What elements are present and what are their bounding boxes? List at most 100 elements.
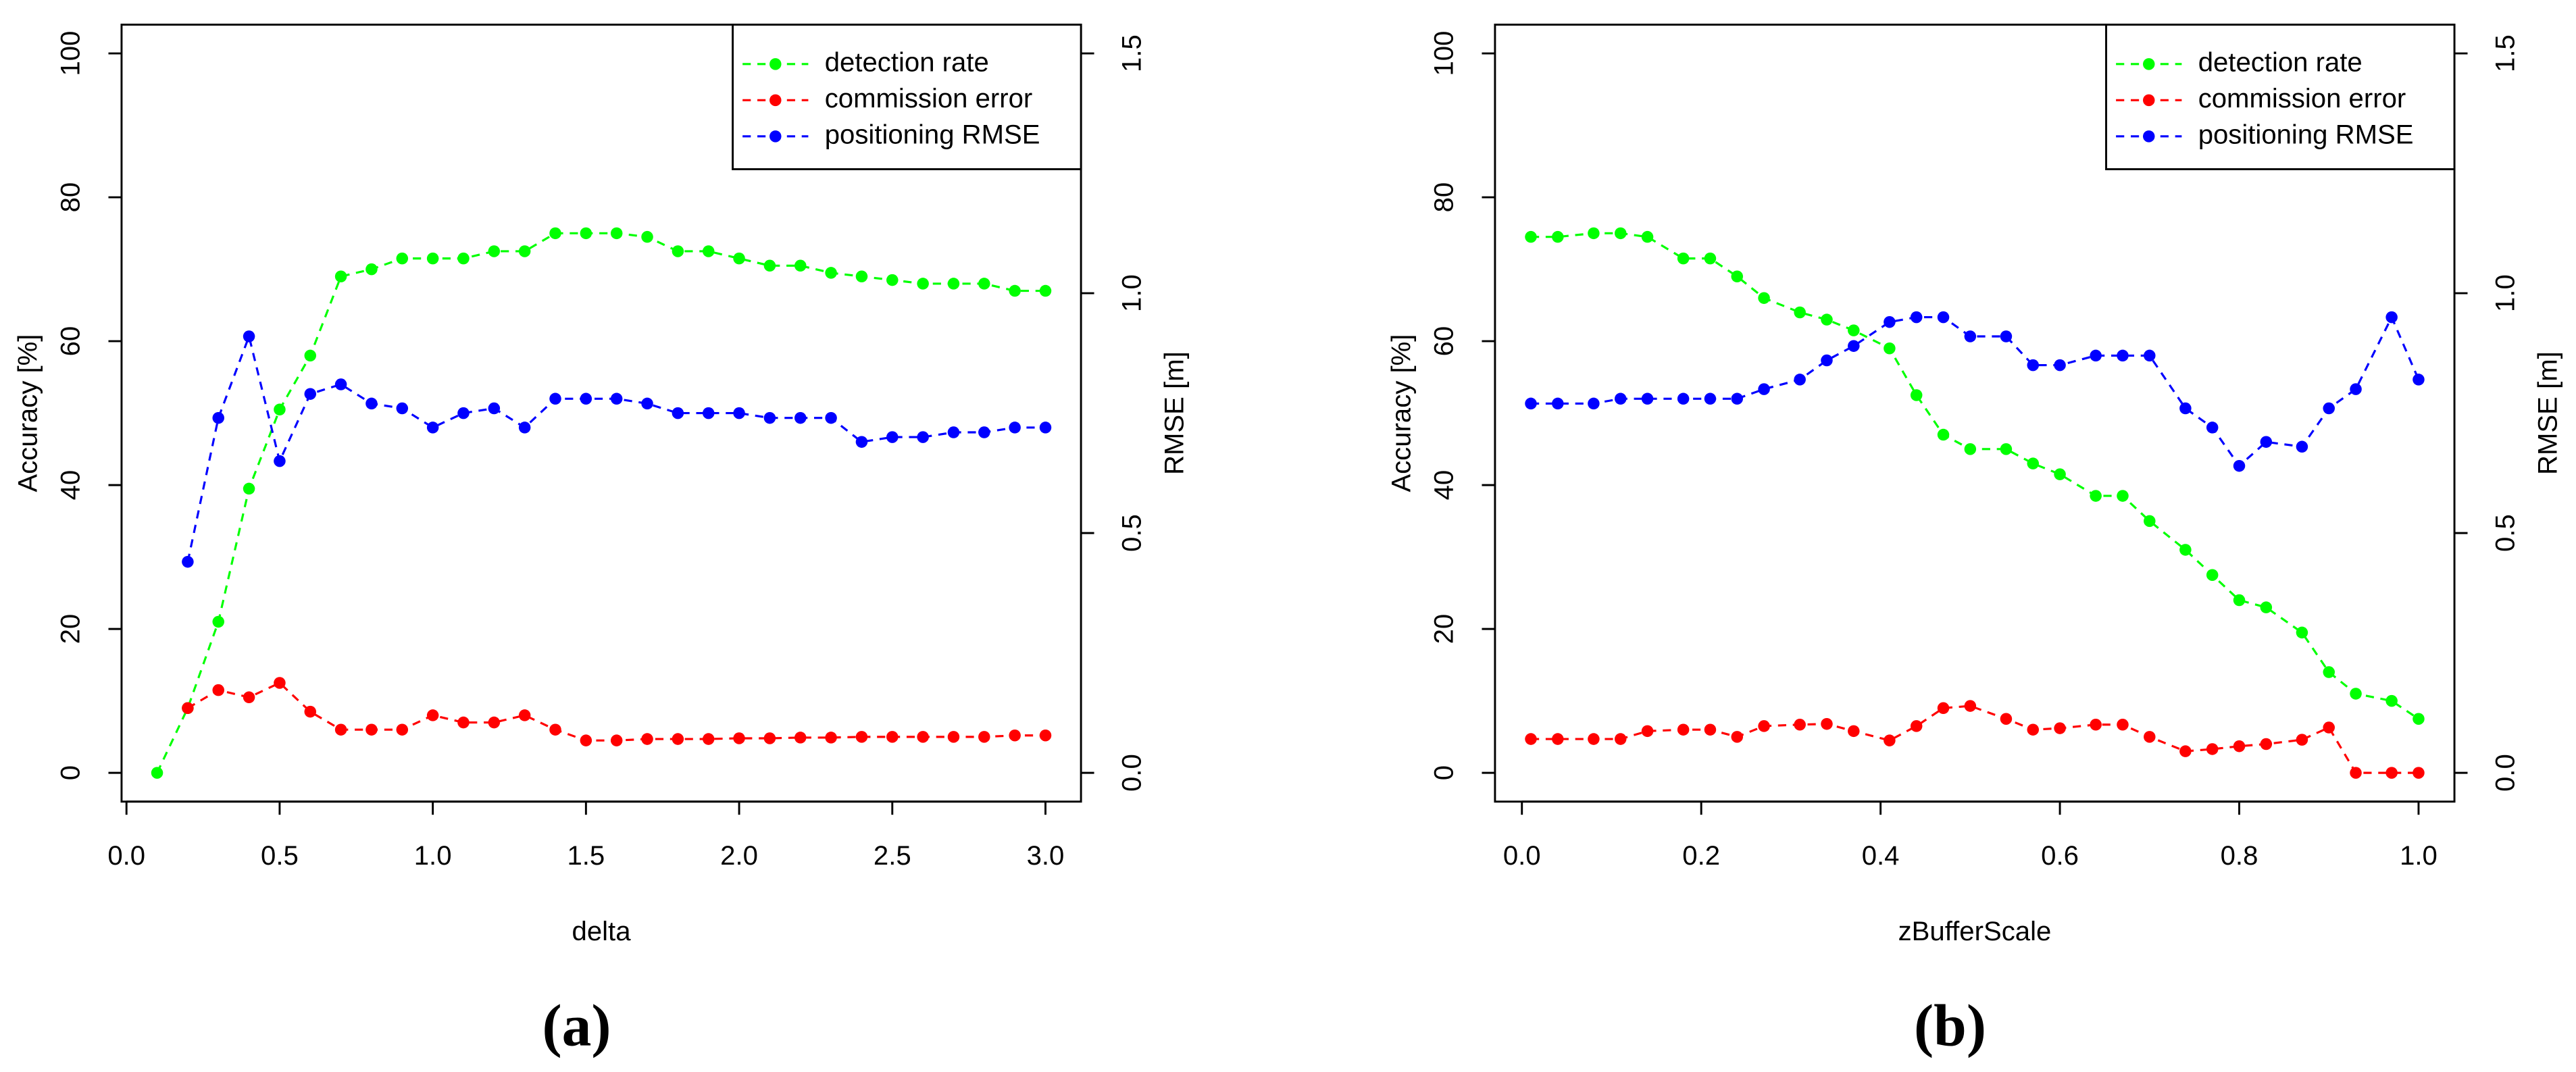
data-point (1848, 324, 1860, 336)
data-point (2090, 490, 2102, 502)
legend-marker (2142, 130, 2155, 143)
data-point (334, 378, 347, 390)
data-point (2233, 459, 2246, 472)
data-point (426, 252, 439, 265)
x-tick-label: 2.0 (720, 840, 758, 871)
y-tick-label: 0 (55, 765, 86, 780)
data-point (243, 691, 255, 704)
y2-tick-label: 1.5 (2490, 34, 2520, 72)
data-point (274, 403, 286, 416)
data-point (549, 392, 561, 405)
data-point (1821, 717, 1833, 730)
panel-caption: (b) (1914, 992, 1986, 1058)
data-point (549, 723, 561, 736)
data-point (2413, 713, 2425, 725)
data-point (2144, 515, 2156, 528)
x-tick-label: 1.5 (567, 840, 605, 871)
y2-tick-label: 0.5 (2490, 514, 2520, 552)
data-point (1552, 733, 1564, 745)
x-tick-label: 2.5 (874, 840, 911, 871)
data-point (396, 252, 409, 265)
y-axis-label: Accuracy [%] (1386, 334, 1416, 492)
legend-marker (769, 94, 782, 107)
data-point (1848, 725, 1860, 738)
legend-label: positioning RMSE (2198, 119, 2414, 149)
x-tick-label: 3.0 (1027, 840, 1065, 871)
data-point (825, 732, 837, 744)
data-point (917, 731, 929, 743)
data-point (2090, 719, 2102, 731)
data-point (212, 615, 224, 628)
legend-label: commission error (2198, 83, 2406, 113)
data-point (733, 732, 745, 744)
data-point (2117, 719, 2129, 731)
data-point (1758, 292, 1770, 304)
data-point (212, 411, 224, 424)
data-point (2027, 457, 2040, 469)
data-point (610, 227, 623, 240)
data-point (2260, 601, 2273, 613)
data-point (1641, 392, 1654, 405)
data-point (2179, 745, 2192, 757)
data-point (457, 716, 470, 729)
data-point (2323, 721, 2335, 734)
data-point (794, 411, 807, 424)
data-point (733, 407, 745, 419)
data-point (672, 245, 684, 257)
data-point (365, 723, 378, 736)
y-tick-label: 20 (55, 614, 86, 644)
data-point (886, 274, 899, 286)
y-tick-label: 80 (55, 182, 86, 213)
data-point (182, 555, 194, 568)
data-point (334, 723, 347, 736)
data-point (641, 397, 653, 410)
data-point (1641, 230, 1654, 243)
series-line (186, 332, 1046, 563)
series-line (1530, 705, 2419, 774)
data-point (1758, 383, 1770, 395)
data-point (1009, 729, 1021, 742)
data-point (702, 407, 715, 419)
data-point (457, 252, 470, 265)
data-point (1821, 354, 1833, 367)
data-point (1884, 342, 1896, 355)
data-point (212, 684, 224, 696)
data-point (1910, 389, 1923, 401)
data-point (182, 702, 194, 715)
data-point (2054, 468, 2066, 480)
data-point (1884, 734, 1896, 746)
x-tick-label: 0.6 (2041, 840, 2079, 871)
data-point (855, 436, 868, 448)
data-point (580, 392, 592, 405)
data-point (947, 731, 960, 743)
data-point (2027, 359, 2040, 372)
data-point (1677, 723, 1690, 736)
data-point (1588, 397, 1600, 410)
data-point (917, 278, 929, 290)
data-point (2233, 740, 2246, 752)
data-point (1910, 720, 1923, 732)
y-tick-label: 60 (55, 326, 86, 357)
data-point (1525, 733, 1537, 745)
x-tick-label: 0.5 (261, 840, 299, 871)
data-point (488, 245, 501, 257)
data-point (947, 278, 960, 290)
data-point (641, 230, 653, 243)
data-point (855, 731, 868, 743)
data-point (1704, 252, 1717, 265)
data-point (1525, 397, 1537, 410)
data-point (396, 402, 409, 415)
data-point (1964, 443, 1977, 455)
legend-box (732, 24, 1082, 170)
data-point (2350, 688, 2362, 700)
data-point (2350, 383, 2362, 395)
data-point (2144, 731, 2156, 743)
data-point (304, 388, 317, 400)
data-point (1821, 313, 1833, 326)
data-point (1731, 270, 1744, 283)
data-point (580, 734, 592, 746)
data-point (274, 677, 286, 689)
data-point (2206, 743, 2219, 755)
y-tick-label: 60 (1429, 326, 1459, 357)
data-point (1641, 725, 1654, 738)
